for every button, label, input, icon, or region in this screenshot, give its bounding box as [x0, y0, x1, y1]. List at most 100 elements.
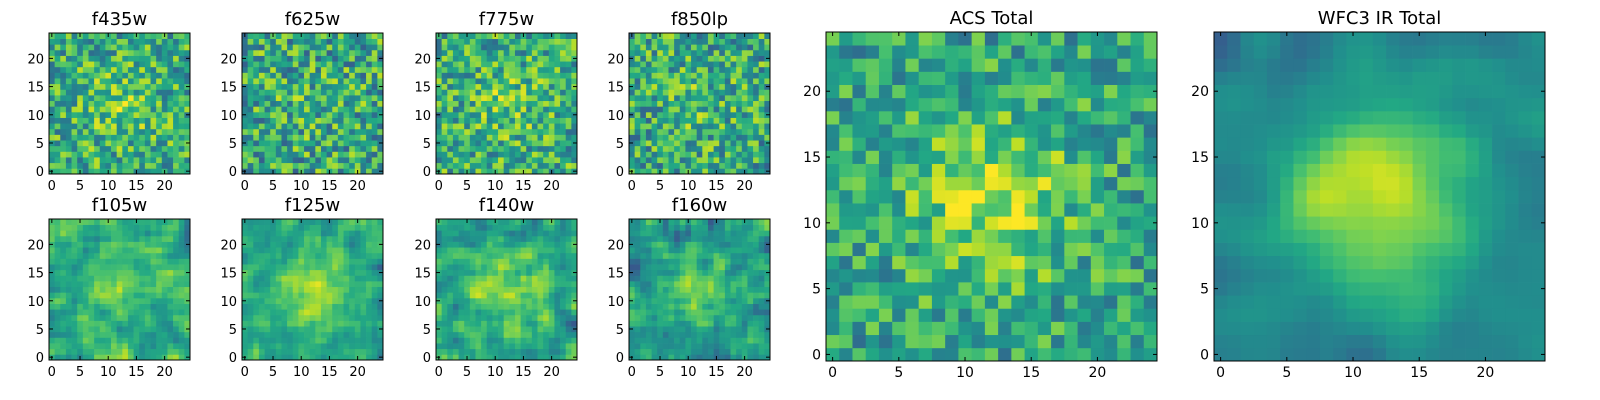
heatmap-cell: [447, 264, 454, 271]
heatmap-cell: [156, 157, 163, 164]
heatmap-cell: [315, 348, 322, 355]
heatmap-cell: [537, 331, 544, 338]
heatmap-cell: [526, 33, 533, 39]
heatmap-cell: [702, 100, 709, 107]
heatmap-cell: [475, 168, 482, 175]
heatmap-cell: [127, 89, 134, 96]
heatmap-cell: [49, 224, 55, 231]
heatmap-cell: [127, 83, 134, 90]
heatmap-cell: [651, 145, 658, 152]
heatmap-cell: [360, 117, 367, 124]
heatmap-cell: [54, 106, 61, 113]
heatmap-cell: [287, 123, 294, 130]
heatmap-cell: [150, 331, 157, 338]
heatmap-cell: [281, 55, 288, 62]
heatmap-cell: [492, 55, 499, 62]
heatmap-cell: [753, 140, 760, 147]
heatmap-cell: [634, 111, 641, 118]
heatmap-cell: [65, 61, 72, 68]
heatmap-cell: [88, 320, 95, 327]
heatmap-cell: [122, 320, 129, 327]
heatmap-cell: [486, 230, 493, 237]
heatmap-cell: [520, 106, 527, 113]
heatmap-cell: [645, 44, 652, 51]
heatmap-cell: [469, 264, 476, 271]
heatmap-cell: [77, 337, 84, 344]
heatmap-cell: [167, 128, 174, 135]
heatmap-cell: [326, 78, 333, 85]
heatmap-cell: [447, 168, 454, 175]
heatmap-cell: [275, 286, 282, 293]
heatmap-cell: [77, 241, 84, 248]
heatmap-cell: [292, 331, 299, 338]
heatmap-cell: [150, 281, 157, 288]
heatmap-cell: [492, 303, 499, 310]
heatmap-cell: [360, 33, 367, 39]
heatmap-cell: [258, 66, 265, 73]
heatmap-cell: [634, 151, 641, 158]
heatmap-cell: [668, 337, 675, 344]
heatmap-cell: [441, 247, 448, 254]
heatmap-cell: [309, 303, 316, 310]
heatmap-cell: [668, 78, 675, 85]
heatmap-cell: [270, 128, 277, 135]
heatmap-cell: [492, 95, 499, 102]
heatmap-cell: [173, 72, 180, 79]
heatmap-cell: [253, 162, 260, 169]
heatmap-cell: [662, 106, 669, 113]
heatmap-cell: [657, 49, 664, 56]
heatmap-cell: [537, 89, 544, 96]
heatmap-cell: [514, 258, 521, 265]
heatmap-cell: [662, 117, 669, 124]
heatmap-cell: [736, 145, 743, 152]
heatmap-cell: [730, 286, 737, 293]
heatmap-cell: [736, 168, 743, 175]
heatmap-cell: [441, 252, 448, 259]
heatmap-cell: [253, 38, 260, 45]
heatmap-cell: [127, 123, 134, 130]
heatmap-cell: [337, 292, 344, 299]
heatmap-cell: [458, 241, 465, 248]
heatmap-cell: [49, 348, 55, 355]
heatmap-cell: [292, 314, 299, 321]
heatmap-cell: [77, 145, 84, 152]
heatmap-cell: [167, 55, 174, 62]
heatmap-cell: [326, 264, 333, 271]
heatmap-cell: [481, 128, 488, 135]
heatmap-cell: [514, 123, 521, 130]
heatmap-cell: [275, 123, 282, 130]
heatmap-cell: [270, 275, 277, 282]
heatmap-cell: [685, 111, 692, 118]
heatmap-cell: [88, 224, 95, 231]
heatmap-cell: [464, 128, 471, 135]
heatmap-cell: [371, 33, 378, 39]
heatmap-cell: [371, 61, 378, 68]
heatmap-cell: [492, 134, 499, 141]
heatmap-cell: [447, 230, 454, 237]
heatmap-cell: [178, 95, 185, 102]
heatmap-cell: [645, 140, 652, 147]
heatmap-cell: [167, 275, 174, 282]
heatmap-cell: [354, 264, 361, 271]
heatmap-cell: [133, 264, 140, 271]
heatmap-cell: [315, 320, 322, 327]
heatmap-cell: [349, 247, 356, 254]
heatmap-cell: [247, 326, 254, 333]
heatmap-cell: [452, 303, 459, 310]
heatmap-cell: [526, 348, 533, 355]
heatmap-cell: [441, 230, 448, 237]
heatmap-cell: [645, 111, 652, 118]
heatmap-cell: [481, 140, 488, 147]
heatmap-cell: [54, 247, 61, 254]
heatmap-cell: [537, 140, 544, 147]
heatmap-cell: [481, 292, 488, 299]
heatmap-cell: [178, 235, 185, 242]
heatmap-cell: [360, 337, 367, 344]
heatmap-cell: [724, 320, 731, 327]
heatmap-cell: [139, 72, 146, 79]
heatmap-cell: [702, 281, 709, 288]
heatmap-cell: [452, 162, 459, 169]
heatmap-cell: [679, 66, 686, 73]
heatmap-cell: [105, 140, 112, 147]
